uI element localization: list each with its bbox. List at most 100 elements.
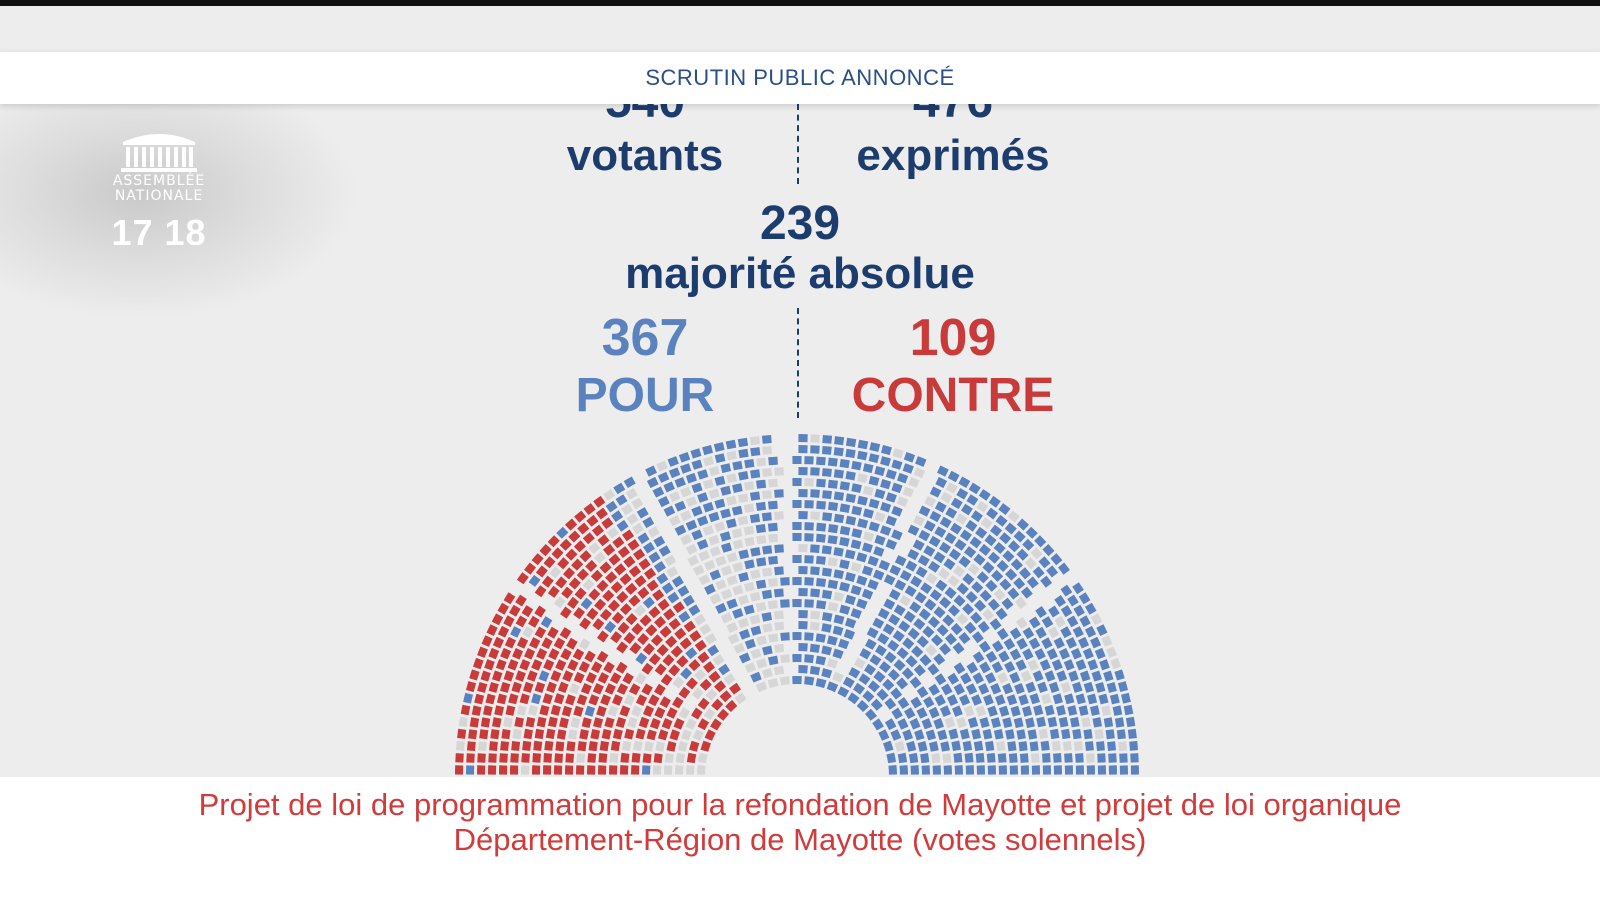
hemicycle-seat <box>521 765 530 775</box>
hemicycle-seat <box>534 605 546 618</box>
hemicycle-seat <box>891 505 903 517</box>
hemicycle-seat <box>576 753 586 763</box>
hemicycle-seat <box>857 473 868 483</box>
hemicycle-seat <box>861 565 874 576</box>
hemicycle-seat <box>848 667 861 679</box>
hemicycle-seat <box>816 478 826 488</box>
hemicycle-seat <box>606 526 619 539</box>
header-title: SCRUTIN PUBLIC ANNONCÉ <box>645 65 955 90</box>
hemicycle-seat <box>913 515 925 527</box>
hemicycle-seat <box>962 603 975 616</box>
hemicycle-seat <box>726 575 738 586</box>
hemicycle-seat <box>714 521 726 532</box>
hemicycle-seat <box>737 437 749 448</box>
hemicycle-seat <box>934 526 947 538</box>
hemicycle-seat <box>798 588 808 597</box>
hemicycle-seat <box>833 591 845 602</box>
hemicycle-seat <box>925 644 938 657</box>
hemicycle-seat <box>543 659 555 671</box>
hemicycle-seat <box>917 554 930 567</box>
hemicycle-seat <box>732 562 744 573</box>
hemicycle-seat <box>768 633 779 643</box>
hemicycle-seat <box>504 636 516 649</box>
hemicycle-seat <box>579 617 592 630</box>
hemicycle-seat <box>469 717 480 728</box>
hemicycle-seat <box>582 532 595 545</box>
hemicycle-seat <box>623 476 636 488</box>
hemicycle-seat <box>610 631 622 644</box>
hemicycle-seat <box>991 661 1003 674</box>
hemicycle-seat <box>653 765 662 775</box>
hemicycle-seat <box>536 716 547 728</box>
hemicycle-seat <box>1013 717 1024 729</box>
hemicycle-seat <box>643 705 654 717</box>
hemicycle-seat <box>894 579 907 591</box>
hemicycle-seat <box>1107 741 1116 751</box>
hemicycle-seat <box>804 533 814 542</box>
hemicycle-seat <box>580 597 593 610</box>
hemicycle-seat <box>810 610 821 620</box>
hemicycle-seat <box>714 680 727 693</box>
hemicycle-seat <box>880 479 892 490</box>
hemicycle-seat <box>570 717 581 729</box>
hemicycle-seat <box>1033 704 1044 716</box>
hemicycle-seat <box>815 633 826 643</box>
hemicycle-seat <box>652 486 665 498</box>
hemicycle-seat <box>1082 647 1094 660</box>
hemicycle-seat <box>715 579 727 590</box>
header-banner: SCRUTIN PUBLIC ANNONCÉ <box>0 52 1600 104</box>
hemicycle-seat <box>483 705 493 716</box>
hemicycle-seat <box>976 571 989 584</box>
hemicycle-seat <box>667 456 679 467</box>
hemicycle-seat <box>856 598 868 610</box>
hemicycle-seat <box>457 728 467 739</box>
hemicycle-seat <box>970 611 983 624</box>
hemicycle-seat <box>833 614 845 625</box>
hemicycle-seat <box>534 728 545 740</box>
hemicycle-seat <box>762 567 773 577</box>
hemicycle-seat <box>565 518 578 531</box>
hemicycle-seat <box>732 539 744 550</box>
hemicycle-seat <box>1056 670 1068 682</box>
hemicycle-seat <box>953 752 963 763</box>
hemicycle-seat <box>641 683 653 696</box>
hemicycle-seat <box>1016 729 1026 740</box>
hemicycle-seat <box>490 729 500 740</box>
hemicycle-seat <box>816 578 827 587</box>
hemicycle-seat <box>750 648 762 659</box>
hemicycle-seat <box>962 740 973 752</box>
hemicycle-seat <box>995 514 1008 527</box>
hemicycle-seat <box>780 654 790 664</box>
hemicycle-seat <box>749 591 761 602</box>
hemicycle-seat <box>1050 553 1063 566</box>
hemicycle-seat <box>610 740 621 752</box>
hemicycle-seat <box>596 650 609 663</box>
hemicycle-seat <box>579 729 589 740</box>
hemicycle-seat <box>804 632 814 641</box>
hemicycle-seat <box>492 670 503 682</box>
hemicycle-seat <box>1034 648 1046 660</box>
hemicycle-seat <box>881 445 892 456</box>
hemicycle-seat <box>816 533 826 543</box>
hemicycle-seat <box>1037 681 1048 693</box>
hemicycle-seat <box>761 589 773 600</box>
hemicycle-seat <box>956 613 969 626</box>
hemicycle-seat <box>979 661 991 674</box>
hemicycle-seat <box>1007 741 1017 752</box>
hemicycle-seat <box>524 648 536 660</box>
hemicycle-seat <box>915 456 927 467</box>
hemicycle-seat <box>947 604 960 617</box>
hemicycle-seat <box>845 594 856 606</box>
hemicycle-seat <box>885 492 897 503</box>
hemicycle-seat <box>774 467 784 476</box>
hemicycle-seat <box>884 697 897 710</box>
hemicycle-seat <box>762 468 772 477</box>
hemicycle-seat <box>810 445 820 454</box>
hemicycle-seat <box>922 625 935 638</box>
hemicycle-seat <box>544 740 554 751</box>
hemicycle-seat <box>937 567 950 580</box>
hemicycle-seat <box>909 601 922 614</box>
hemicycle-seat <box>584 650 596 663</box>
hemicycle-seat <box>473 657 484 670</box>
hemicycle-seat <box>792 675 802 685</box>
